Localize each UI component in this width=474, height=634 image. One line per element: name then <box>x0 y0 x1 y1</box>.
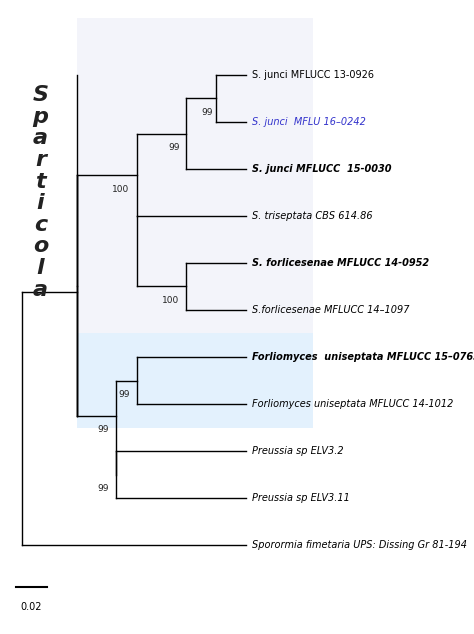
Text: S. junci MFLUCC  15-0030: S. junci MFLUCC 15-0030 <box>252 164 392 174</box>
Text: 99: 99 <box>201 108 213 117</box>
Text: S. triseptata CBS 614.86: S. triseptata CBS 614.86 <box>252 211 373 221</box>
Text: S. forlicesenae MFLUCC 14-0952: S. forlicesenae MFLUCC 14-0952 <box>252 258 429 268</box>
Text: 99: 99 <box>97 425 109 434</box>
Text: Forliomyces uniseptata MFLUCC 14-1012: Forliomyces uniseptata MFLUCC 14-1012 <box>252 399 454 409</box>
Text: 99: 99 <box>97 484 109 493</box>
FancyBboxPatch shape <box>77 333 313 427</box>
FancyBboxPatch shape <box>77 18 313 333</box>
Text: 0.02: 0.02 <box>21 602 42 612</box>
Text: Preussia sp ELV3.2: Preussia sp ELV3.2 <box>252 446 344 456</box>
Text: S. junci  MFLU 16–0242: S. junci MFLU 16–0242 <box>252 117 366 127</box>
Text: S. junci MFLUCC 13-0926: S. junci MFLUCC 13-0926 <box>252 70 374 80</box>
Text: Preussia sp ELV3.11: Preussia sp ELV3.11 <box>252 493 350 503</box>
Text: S
p
a
r
t
i
c
o
l
a: S p a r t i c o l a <box>32 85 48 299</box>
Text: 99: 99 <box>118 390 130 399</box>
Text: 99: 99 <box>168 143 180 152</box>
Text: 100: 100 <box>112 185 130 194</box>
Text: S.forlicesenae MFLUCC 14–1097: S.forlicesenae MFLUCC 14–1097 <box>252 305 410 315</box>
Text: Sporormia fimetaria UPS: Dissing Gr 81-194: Sporormia fimetaria UPS: Dissing Gr 81-1… <box>252 540 467 550</box>
Text: Forliomyces  uniseptata MFLUCC 15–0765: Forliomyces uniseptata MFLUCC 15–0765 <box>252 352 474 362</box>
Text: 100: 100 <box>162 296 180 305</box>
